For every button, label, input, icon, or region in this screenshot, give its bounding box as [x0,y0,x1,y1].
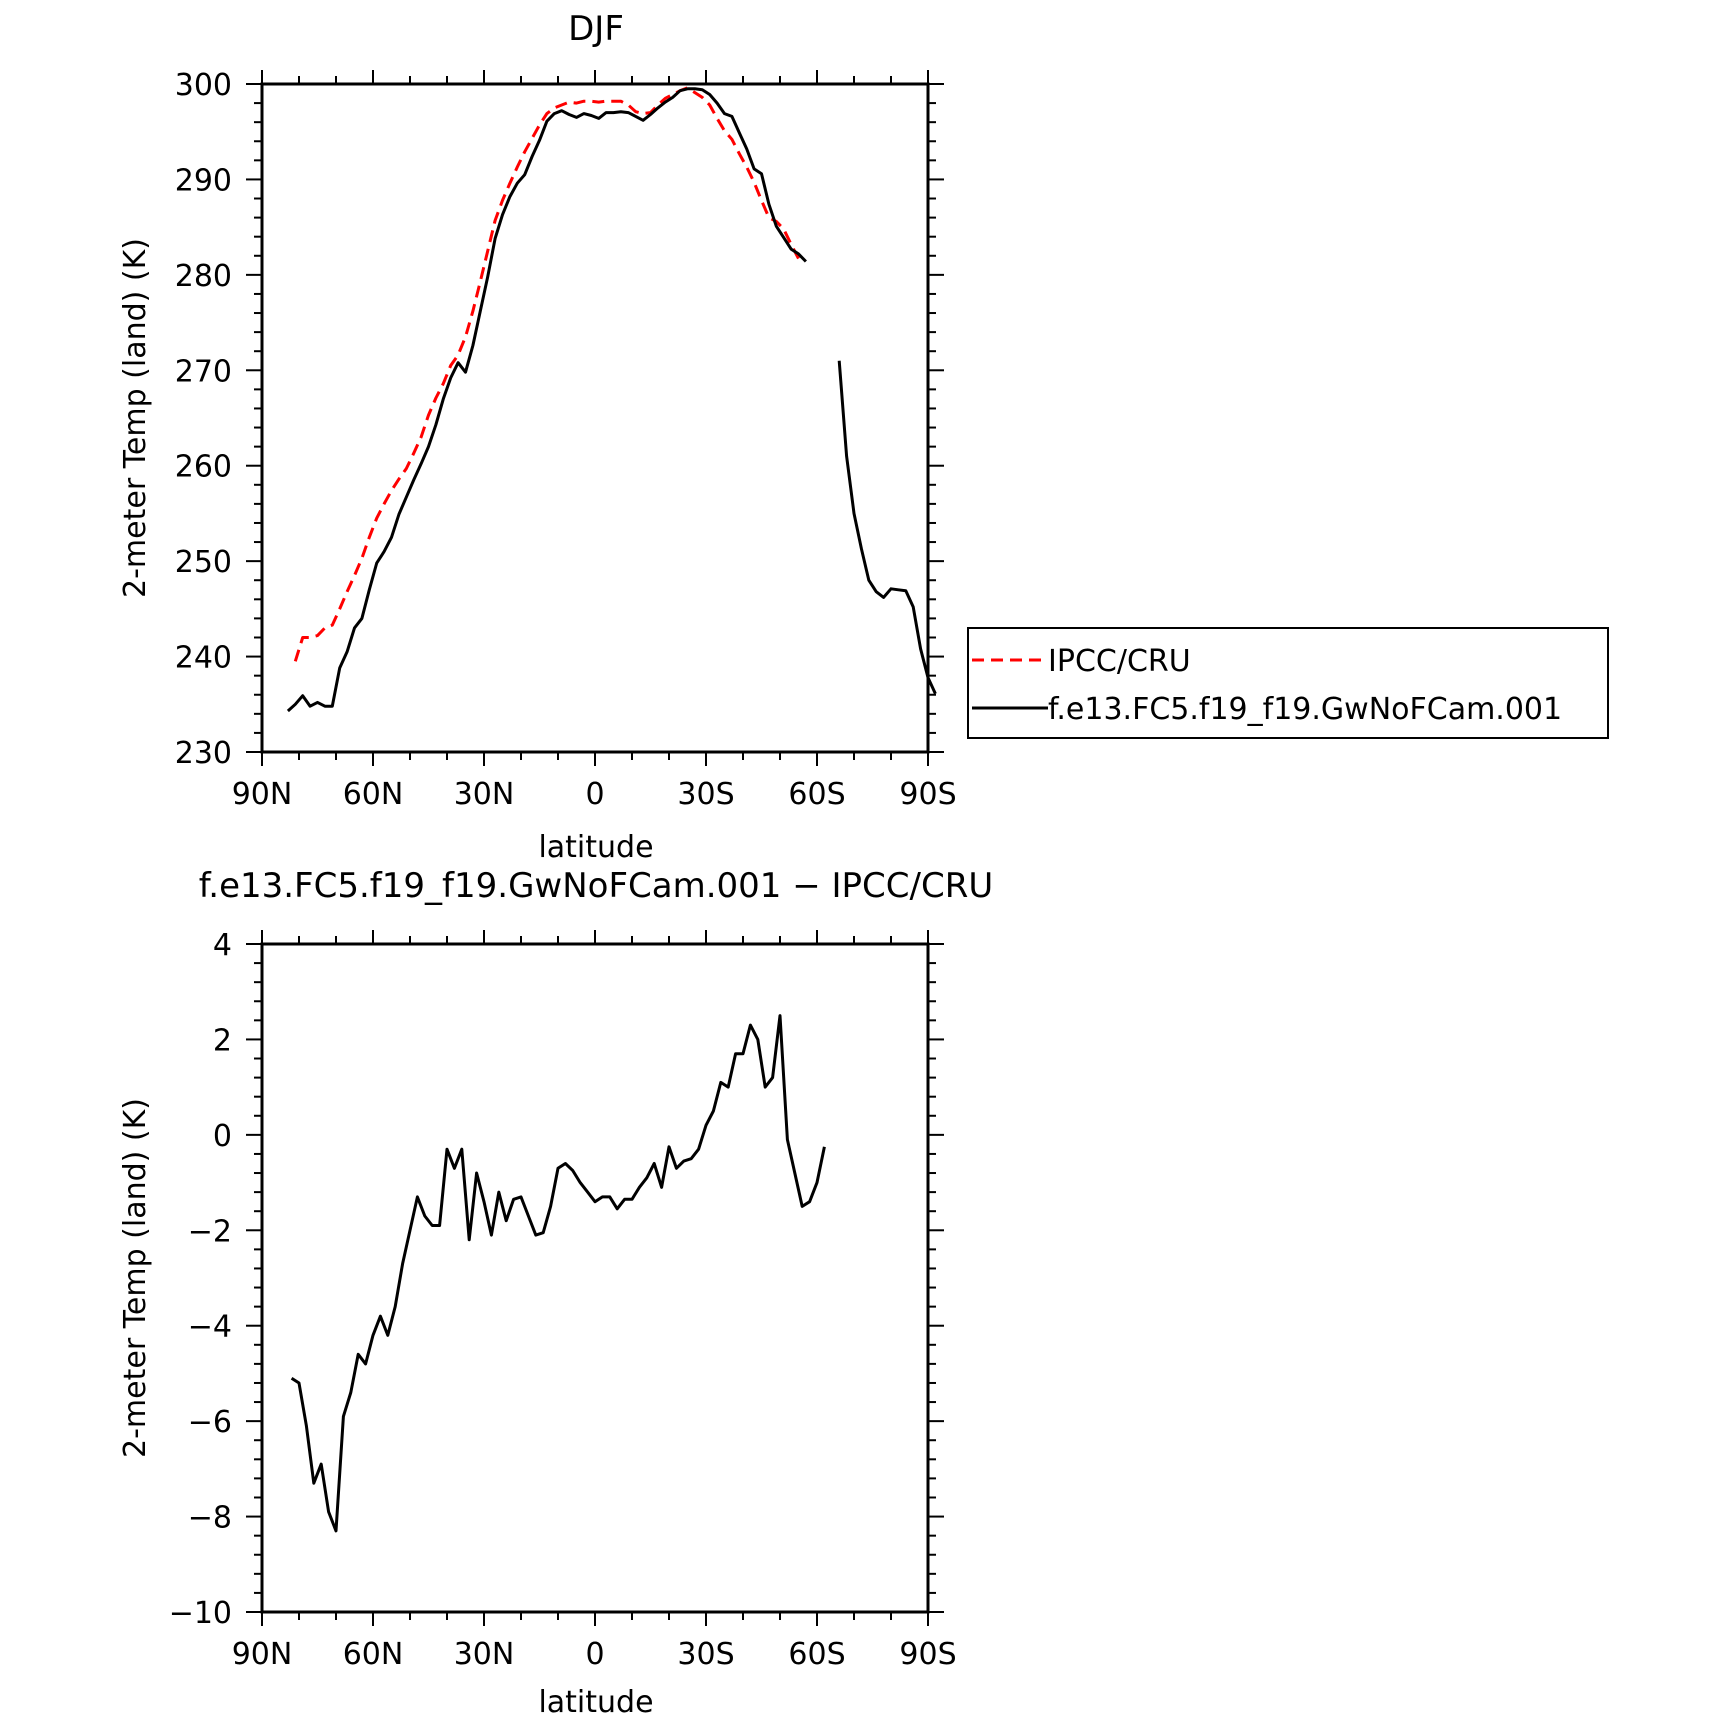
bottom-panel: f.e13.FC5.f19_f19.GwNoFCam.001 − IPCC/CR… [118,866,993,1717]
bottom-x-tick-label: 30S [677,1637,734,1672]
top-x-tick-label: 90N [232,777,293,812]
bottom-y-tick-label: −8 [188,1501,232,1536]
bottom-y-tick-label: −2 [188,1214,232,1249]
top-chart-title: DJF [568,9,624,49]
top-panel: DJF 90N 60N 30N 0 30S 60S 90S 300 290 280 270 260 25… [118,9,1609,865]
bottom-series-line-difference [290,1014,826,1533]
top-y-tick-label: 300 [175,68,232,103]
top-y-tick-label: 280 [175,259,232,294]
top-x-tick-label: 0 [585,777,604,812]
legend-box [967,627,1609,739]
top-x-tick-label: 90S [899,777,956,812]
bottom-y-tick-label: 2 [213,1023,232,1058]
top-y-tick-label: 240 [175,641,232,676]
bottom-y-tick-label: −4 [188,1310,232,1345]
top-y-axis-label: 2-meter Temp (land) (K) [118,238,153,598]
top-y-tick-label: 250 [175,545,232,580]
bottom-y-axis-label: 2-meter Temp (land) (K) [118,1098,153,1458]
bottom-x-axis-label: latitude [538,1685,653,1717]
top-series-line-f-e13-fc5-f19-f19-gwnofcam-001 [286,87,937,713]
top-series-line-ipcc-cru [293,86,800,662]
top-x-axis-label: latitude [538,830,653,865]
top-x-tick-label: 60N [343,777,404,812]
bottom-axis-ticks: 90N 60N 30N 0 30S 60S 90S 4 2 0 −2 −4 −6 −8 −10 [169,928,957,1672]
bottom-x-tick-label: 90N [232,1637,293,1672]
bottom-x-tick-label: 60S [788,1637,845,1672]
top-series-group [286,86,937,713]
bottom-chart-title: f.e13.FC5.f19_f19.GwNoFCam.001 − IPCC/CR… [199,866,993,906]
top-y-tick-label: 230 [175,736,232,771]
bottom-x-tick-label: 0 [585,1637,604,1672]
bottom-plot-frame [260,942,930,1614]
top-x-tick-label: 30S [677,777,734,812]
top-y-tick-label: 270 [175,354,232,389]
top-y-tick-label: 290 [175,163,232,198]
bottom-y-tick-label: 4 [213,928,232,963]
legend-label-model: f.e13.FC5.f19_f19.GwNoFCam.001 [1048,692,1562,727]
legend-label-ipcc-cru: IPCC/CRU [1048,644,1191,679]
top-axis-ticks: 90N 60N 30N 0 30S 60S 90S 300 290 280 270 260 250 240… [175,68,957,812]
bottom-x-tick-label: 30N [454,1637,515,1672]
legend: IPCC/CRU f.e13.FC5.f19_f19.GwNoFCam.001 [967,627,1609,739]
top-y-tick-label: 260 [175,450,232,485]
bottom-series-group [290,1014,826,1533]
top-x-tick-label: 60S [788,777,845,812]
top-x-tick-label: 30N [454,777,515,812]
bottom-y-tick-label: −10 [169,1596,232,1631]
top-plot-frame [260,82,930,754]
bottom-x-tick-label: 90S [899,1637,956,1672]
bottom-y-tick-label: −6 [188,1405,232,1440]
bottom-y-tick-label: 0 [213,1119,232,1154]
bottom-x-tick-label: 60N [343,1637,404,1672]
